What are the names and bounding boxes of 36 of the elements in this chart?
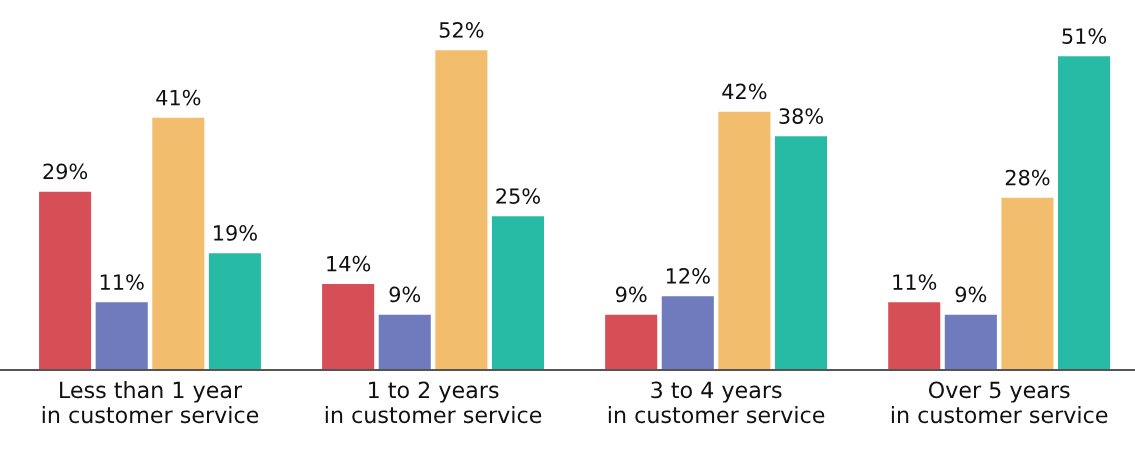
x-tick-label: Less than 1 year in customer service xyxy=(42,381,259,424)
bar xyxy=(944,314,997,370)
data-label: 38% xyxy=(779,108,824,124)
data-label: 9% xyxy=(955,286,987,303)
bar xyxy=(435,50,488,370)
bar xyxy=(378,314,431,370)
data-label: 25% xyxy=(496,188,540,204)
data-label: 42% xyxy=(722,83,767,100)
data-label: 11% xyxy=(893,274,937,290)
data-label: 41% xyxy=(156,89,201,106)
data-label: 52% xyxy=(439,22,484,38)
bar xyxy=(491,216,545,370)
data-label: 12% xyxy=(666,268,710,284)
x-tick-label: 3 to 4 years in customer service xyxy=(608,381,825,424)
data-label: 28% xyxy=(1005,169,1050,186)
bar xyxy=(888,302,941,370)
bar xyxy=(774,136,828,370)
bar xyxy=(322,283,375,370)
bar xyxy=(718,111,771,370)
data-label: 9% xyxy=(615,286,647,303)
bar xyxy=(95,302,148,370)
bar xyxy=(605,314,658,370)
bar xyxy=(39,191,92,370)
bar xyxy=(661,296,714,370)
bar xyxy=(152,117,205,370)
data-label: 14% xyxy=(327,255,371,272)
x-tick-label: 1 to 2 years in customer service xyxy=(325,381,542,424)
data-label: 19% xyxy=(214,225,257,241)
bar xyxy=(1058,56,1111,370)
x-tick-label: Over 5 years in customer service xyxy=(891,381,1108,424)
bar xyxy=(208,253,261,370)
data-label: 11% xyxy=(100,274,144,290)
data-label: 51% xyxy=(1062,28,1107,44)
data-label: 9% xyxy=(389,286,421,303)
data-label: 29% xyxy=(43,163,88,180)
bar xyxy=(1001,197,1054,370)
